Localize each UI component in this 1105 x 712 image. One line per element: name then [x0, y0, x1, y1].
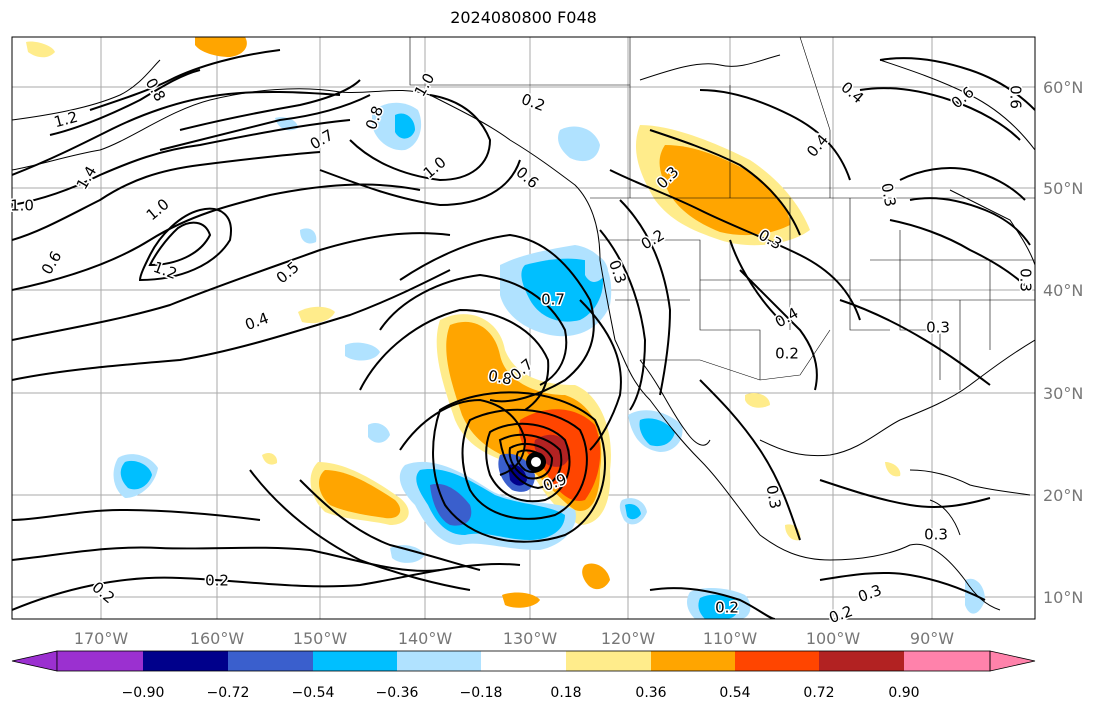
lon-tick: 160°W: [190, 629, 245, 648]
colorbar-tick: −0.36: [376, 685, 419, 701]
lat-tick: 60°N: [1043, 78, 1083, 97]
lon-tick: 140°W: [398, 629, 453, 648]
colorbar-segment: [481, 651, 566, 671]
lon-tick: 150°W: [293, 629, 348, 648]
colorbar-tick: −0.90: [122, 685, 165, 701]
contour-label: 0.2: [715, 599, 739, 617]
colorbar-tick: 0.72: [803, 685, 834, 701]
colorbar-tick: 0.18: [550, 685, 581, 701]
anomaly-shading: [26, 37, 985, 619]
colorbar-left-extend: [11, 650, 58, 672]
lon-tick: 110°W: [703, 629, 758, 648]
colorbar-tick: 0.36: [635, 685, 666, 701]
colorbar-segment: [313, 651, 397, 671]
lat-tick: 20°N: [1043, 486, 1083, 505]
latitude-axis: 60°N 50°N 40°N 30°N 20°N 10°N: [1043, 78, 1083, 607]
political-boundaries: [409, 37, 1035, 390]
longitude-axis: 170°W 160°W 150°W 140°W 130°W 120°W 110°…: [74, 629, 954, 648]
colorbar-segment: [397, 651, 481, 671]
colorbar-segment: [651, 651, 735, 671]
contour-label: 0.3: [1017, 268, 1035, 292]
lat-tick: 40°N: [1043, 281, 1083, 300]
lon-tick: 130°W: [503, 629, 558, 648]
contour-label: 0.6: [1007, 85, 1025, 109]
colorbar-segment: [57, 651, 143, 671]
colorbar-tick: −0.54: [292, 685, 335, 701]
colorbar-segment: [735, 651, 819, 671]
colorbar-segment: [228, 651, 313, 671]
contour-label: 1.0: [10, 197, 34, 215]
lat-tick: 50°N: [1043, 179, 1083, 198]
contour-label: 0.3: [878, 182, 900, 209]
lon-tick: 100°W: [806, 629, 861, 648]
low-center-dot: [531, 457, 541, 467]
colorbar: −0.90 −0.72 −0.54 −0.36 −0.18 0.18 0.36 …: [11, 650, 1036, 701]
colorbar-outline: [56, 650, 991, 672]
colorbar-tick: 0.54: [719, 685, 750, 701]
lon-tick: 90°W: [910, 629, 954, 648]
coastlines: [12, 54, 1035, 611]
contour-label: 0.2: [775, 345, 799, 363]
contour-lines: [12, 49, 1035, 619]
colorbar-segment: [904, 651, 990, 671]
colorbar-segment: [143, 651, 228, 671]
colorbar-segment: [819, 651, 904, 671]
map-title: 2024080800 F048: [450, 8, 597, 27]
contour-label: 0.2: [205, 572, 229, 590]
map-frame: [11, 36, 1036, 620]
colorbar-tick: −0.72: [207, 685, 250, 701]
lat-tick: 30°N: [1043, 384, 1083, 403]
contour-label: 0.3: [924, 526, 948, 544]
gridlines: [12, 37, 1035, 619]
contour-label: 0.7: [541, 291, 565, 309]
lon-tick: 170°W: [74, 629, 129, 648]
colorbar-tick: 0.90: [888, 685, 919, 701]
contour-label: 0.3: [926, 319, 950, 337]
colorbar-segment: [566, 651, 651, 671]
colorbar-right-extend: [989, 650, 1036, 672]
colorbar-tick: −0.18: [460, 685, 503, 701]
lon-tick: 120°W: [601, 629, 656, 648]
lat-tick: 10°N: [1043, 588, 1083, 607]
